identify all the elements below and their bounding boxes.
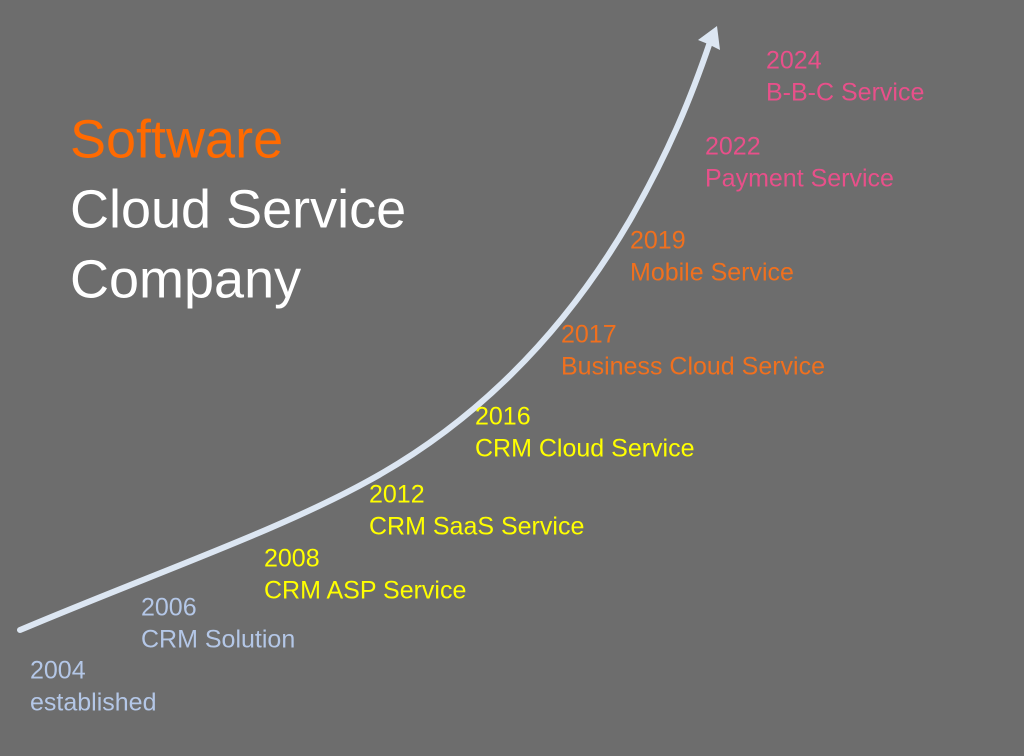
milestone-label: Business Cloud Service	[561, 353, 825, 381]
title-line: Cloud Service	[70, 179, 406, 239]
milestone-label: Payment Service	[705, 165, 894, 193]
milestone-year: 2024	[766, 47, 822, 75]
milestone-label: B-B-C Service	[766, 79, 924, 107]
title-line: Company	[70, 249, 301, 309]
milestone-label: established	[30, 689, 156, 717]
milestone-label: CRM ASP Service	[264, 577, 466, 605]
milestone-year: 2006	[141, 594, 197, 622]
title-line: Software	[70, 109, 283, 169]
growth-curve	[17, 39, 713, 633]
milestone-year: 2016	[475, 403, 531, 431]
milestone-year: 2017	[561, 321, 617, 349]
milestone-label: CRM Solution	[141, 626, 295, 654]
arrow-head	[698, 26, 720, 50]
milestone-year: 2004	[30, 657, 86, 685]
milestone-year: 2019	[630, 227, 686, 255]
milestone-year: 2008	[264, 545, 320, 573]
milestone-year: 2022	[705, 133, 761, 161]
milestone-label: CRM Cloud Service	[475, 435, 695, 463]
milestone-year: 2012	[369, 481, 425, 509]
milestone-label: Mobile Service	[630, 259, 794, 287]
milestone-label: CRM SaaS Service	[369, 513, 584, 541]
